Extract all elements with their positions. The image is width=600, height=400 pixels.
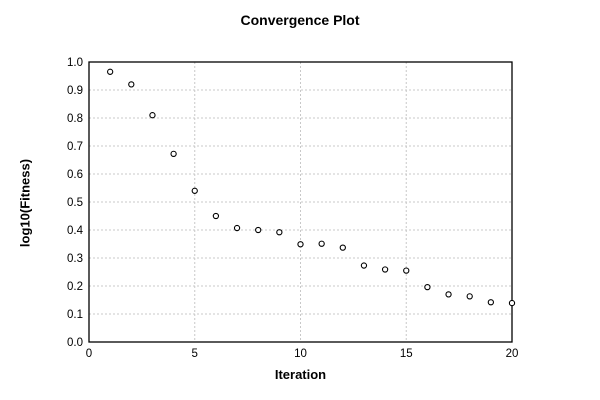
x-tick-label: 0 xyxy=(86,348,92,360)
y-tick-label: 1.0 xyxy=(67,57,83,69)
data-point xyxy=(107,68,114,75)
x-tick-label: 5 xyxy=(192,348,198,360)
chart-title: Convergence Plot xyxy=(240,12,360,28)
y-tick-label: 0.6 xyxy=(67,169,83,181)
data-point xyxy=(191,187,198,194)
y-tick-label: 0.8 xyxy=(67,113,83,125)
x-tick-label: 10 xyxy=(294,348,307,360)
y-tick-label: 0.9 xyxy=(67,85,83,97)
data-point xyxy=(297,241,304,248)
data-point xyxy=(212,212,220,220)
data-point xyxy=(233,224,241,232)
y-tick-label: 0.0 xyxy=(67,337,83,349)
data-point xyxy=(487,299,494,306)
y-tick-label: 0.3 xyxy=(67,253,83,265)
data-point xyxy=(403,267,410,274)
y-tick-label: 0.1 xyxy=(67,309,83,321)
y-tick-label: 0.5 xyxy=(67,197,83,209)
data-point xyxy=(276,229,283,236)
x-tick-label: 15 xyxy=(400,348,413,360)
data-point xyxy=(360,262,368,269)
y-tick-label: 0.2 xyxy=(67,281,83,293)
x-axis-label: Iteration xyxy=(274,367,327,382)
data-point xyxy=(381,266,389,273)
data-point xyxy=(170,150,177,157)
data-point xyxy=(255,226,262,234)
y-axis-label-text: log10(Fitness) xyxy=(17,158,33,248)
y-tick-label: 0.4 xyxy=(67,225,84,237)
data-point xyxy=(149,112,156,119)
data-point xyxy=(466,293,473,300)
plot-frame xyxy=(88,61,513,343)
data-point xyxy=(318,240,325,247)
x-tick-label: 20 xyxy=(506,348,519,360)
data-point xyxy=(128,81,135,88)
data-point xyxy=(424,283,431,291)
data-point xyxy=(508,299,516,307)
y-tick-label: 0.7 xyxy=(67,141,83,153)
data-point xyxy=(445,291,452,298)
data-point xyxy=(339,244,346,251)
